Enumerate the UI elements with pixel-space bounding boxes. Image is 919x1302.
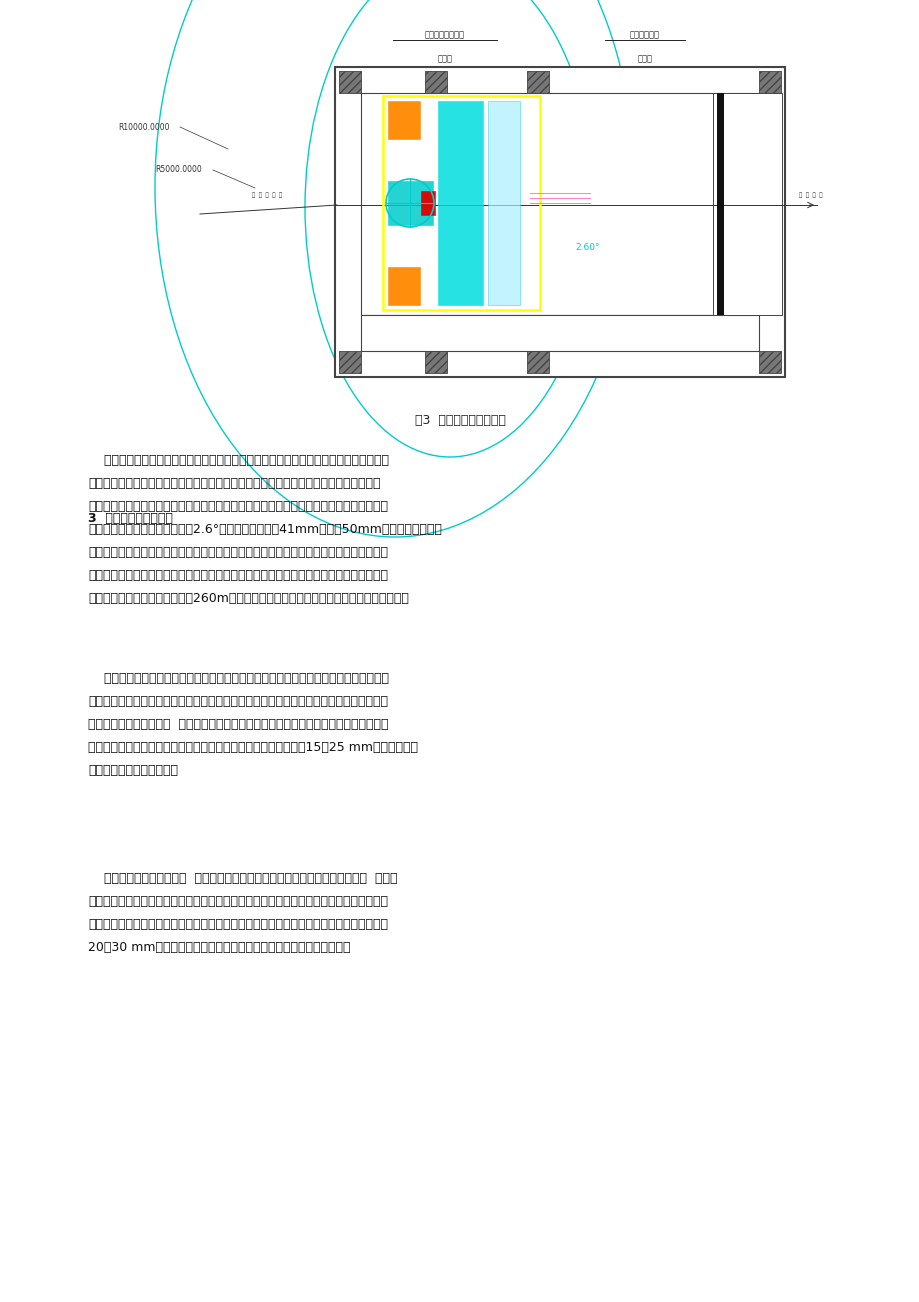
Bar xyxy=(758,72,780,92)
Text: 2.60°: 2.60° xyxy=(574,242,599,251)
Text: 图3  盾构曲线始发示意图: 图3 盾构曲线始发示意图 xyxy=(414,414,505,427)
Text: 盾构轴: 盾构轴 xyxy=(437,53,452,62)
Bar xyxy=(527,72,549,92)
Text: 矿山法: 矿山法 xyxy=(637,53,652,62)
Text: 脱出盾尾后会有一定量的上浮。因此在盾构掘进时垂直方向上也预留上浮量，即将盾构机按: 脱出盾尾后会有一定量的上浮。因此在盾构掘进时垂直方向上也预留上浮量，即将盾构机按 xyxy=(88,894,388,907)
Bar xyxy=(388,181,433,225)
Text: 沿曲线的割线方向掘进，  管片拼装时轴线位于弧线内侧，以使管片出盾尾后受侧向分力，: 沿曲线的割线方向掘进， 管片拼装时轴线位于弧线内侧，以使管片出盾尾后受侧向分力， xyxy=(88,717,388,730)
Text: 交通大学隧道方向: 交通大学隧道方向 xyxy=(425,30,464,39)
Text: 盾构进入洞门即采用扩挖刀进行扩挖，以便留出初始转向空隙，在盾尾完全进入洞门后即开: 盾构进入洞门即采用扩挖刀进行扩挖，以便留出初始转向空隙，在盾尾完全进入洞门后即开 xyxy=(88,546,388,559)
Text: 姿态始发。经计算盾构机按偏转2.6°始发，最大偏差为41mm，小于50mm，满足规范要求。: 姿态始发。经计算盾构机按偏转2.6°始发，最大偏差为41mm，小于50mm，满足… xyxy=(88,523,441,536)
Bar xyxy=(716,92,723,315)
Bar xyxy=(335,66,784,378)
Text: 20～30 mm，在不同的地层中，可根据管片姿态监测情况作适时调整。: 20～30 mm，在不同的地层中，可根据管片姿态监测情况作适时调整。 xyxy=(88,941,350,954)
Text: R5000.0000: R5000.0000 xyxy=(154,165,201,174)
Text: 姿态监测情况作适时调整。: 姿态监测情况作适时调整。 xyxy=(88,764,177,777)
Text: 断  面  中  轴  线: 断 面 中 轴 线 xyxy=(252,193,282,198)
Text: 隧道轴线最终偏差控制在规范要求范围内，盾构掘进时应给隧道预留一定的偏移量。盾构机: 隧道轴线最终偏差控制在规范要求范围内，盾构掘进时应给隧道预留一定的偏移量。盾构机 xyxy=(88,695,388,708)
Text: 向弧线外侧偏移时留有预偏量。在本工程隧道掘进过程中预偏量为15～25 mm，可根据管片: 向弧线外侧偏移时留有预偏量。在本工程隧道掘进过程中预偏量为15～25 mm，可根… xyxy=(88,741,417,754)
Text: 进，该直线段后用比设计转弯半径小的实际推进曲线来拟合设计曲线，因此盾构应采用割线: 进，该直线段后用比设计转弯半径小的实际推进曲线来拟合设计曲线，因此盾构应采用割线 xyxy=(88,500,388,513)
Text: 盾构机沿小半径曲线掘进时，会在掘进方向的垂直方向产生一个较大的侧向分力。为将: 盾构机沿小半径曲线掘进时，会在掘进方向的垂直方向产生一个较大的侧向分力。为将 xyxy=(88,672,389,685)
Text: 由于在盾体离开始发架前盾构不宜或不能转向，只能直线推进，因而小半径曲线段盾构: 由于在盾体离开始发架前盾构不宜或不能转向，只能直线推进，因而小半径曲线段盾构 xyxy=(88,454,389,467)
Bar xyxy=(527,352,549,372)
Bar xyxy=(360,92,758,315)
Bar xyxy=(425,72,447,92)
Text: 3  盾构机掘进控制技术: 3 盾构机掘进控制技术 xyxy=(88,512,173,525)
Bar xyxy=(437,102,482,305)
Text: 设计线路下压一定量，以保证管片上浮后隧道高程不超出规范要求。本工程盾构机下压量为: 设计线路下压一定量，以保证管片上浮后隧道高程不超出规范要求。本工程盾构机下压量为 xyxy=(88,918,388,931)
Text: 始转向，保证盾构由直线掘进状态顺利进入曲线状态掘进。避免在曲线外侧超挖。本工程盾: 始转向，保证盾构由直线掘进状态顺利进入曲线状态掘进。避免在曲线外侧超挖。本工程盾 xyxy=(88,569,388,582)
Bar xyxy=(421,191,435,215)
Text: 断  面  地  线: 断 面 地 线 xyxy=(798,193,822,198)
Text: R10000.0000: R10000.0000 xyxy=(118,122,169,132)
Bar xyxy=(338,72,360,92)
Text: 构选型采用被动铰接结构，具备260m半径转向能力，同时配置扩挖刀，其伸缩量可以调节。: 构选型采用被动铰接结构，具备260m半径转向能力，同时配置扩挖刀，其伸缩量可以调… xyxy=(88,592,408,605)
Bar xyxy=(758,352,780,372)
Bar xyxy=(388,102,420,139)
Bar xyxy=(360,315,758,352)
Text: 西安路地方向: 西安路地方向 xyxy=(630,30,659,39)
Bar xyxy=(388,267,420,305)
Bar xyxy=(425,352,447,372)
Bar xyxy=(487,102,519,305)
Bar xyxy=(382,96,539,310)
Text: 盾构机在岩层中掘进时，  由于隧道顶部同步注浆浆液流失及地下水浮力作用，  管片在: 盾构机在岩层中掘进时， 由于隧道顶部同步注浆浆液流失及地下水浮力作用， 管片在 xyxy=(88,872,397,885)
Bar xyxy=(712,92,781,315)
Bar xyxy=(338,352,360,372)
Text: 机始发主要是通过对盾构机始发轴线向曲线内侧的旋转和偏移在盾构机长度范围内直线推: 机始发主要是通过对盾构机始发轴线向曲线内侧的旋转和偏移在盾构机长度范围内直线推 xyxy=(88,477,380,490)
